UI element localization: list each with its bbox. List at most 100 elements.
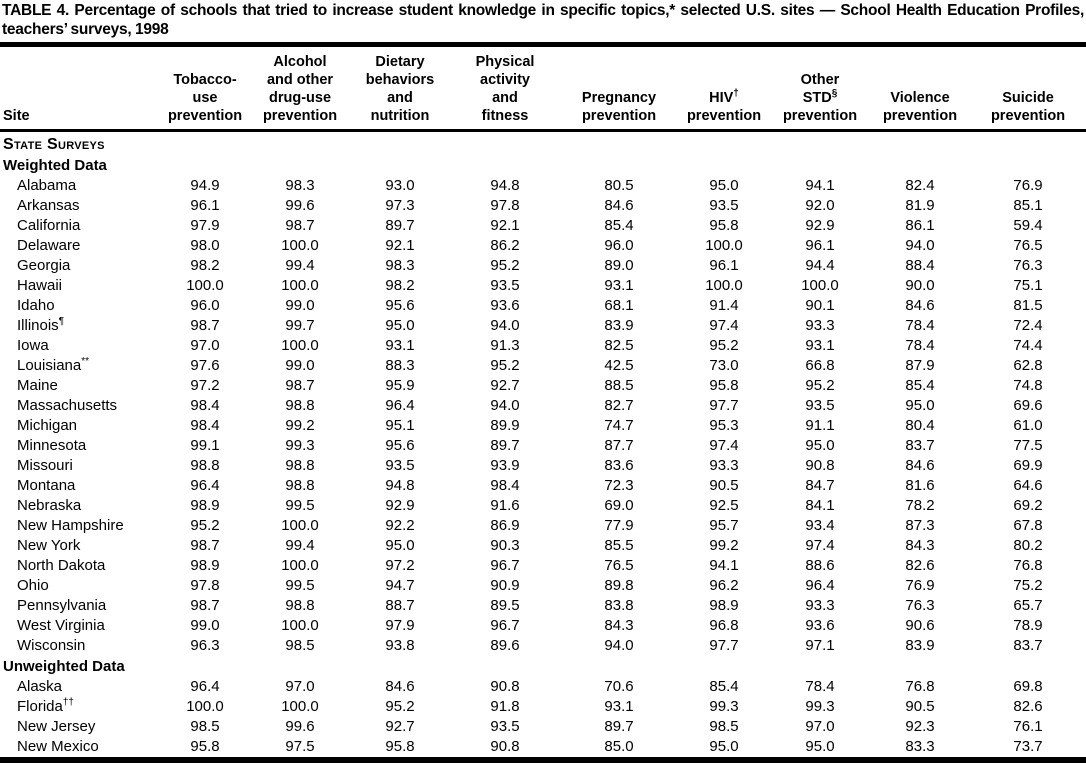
value-cell: 95.8	[385, 738, 415, 755]
value-cell: 97.8	[190, 577, 220, 594]
value-cell: 96.1	[805, 237, 835, 254]
site-cell: Montana	[17, 477, 76, 494]
value-cell: 90.9	[490, 577, 520, 594]
value-cell: 95.2	[490, 357, 520, 374]
value-cell: 99.0	[190, 617, 220, 634]
value-cell: 98.8	[285, 397, 315, 414]
value-cell: 76.5	[604, 557, 634, 574]
value-cell: 97.9	[385, 617, 415, 634]
value-cell: 93.4	[805, 517, 835, 534]
footnote-marker: ††	[62, 697, 74, 708]
value-cell: 96.4	[385, 397, 415, 414]
value-cell: 92.9	[385, 497, 415, 514]
value-cell: 75.1	[1013, 277, 1043, 294]
value-cell: 95.2	[385, 698, 415, 715]
value-cell: 92.3	[905, 718, 935, 735]
value-cell: 85.0	[604, 738, 634, 755]
value-cell: 67.8	[1013, 517, 1043, 534]
value-cell: 97.0	[285, 678, 315, 695]
value-cell: 91.6	[490, 497, 520, 514]
value-cell: 100.0	[281, 698, 319, 715]
value-cell: 76.1	[1013, 718, 1043, 735]
value-cell: 94.0	[490, 317, 520, 334]
site-cell: Massachusetts	[17, 397, 118, 414]
value-cell: 83.8	[604, 597, 634, 614]
site-cell: Delaware	[17, 237, 81, 254]
value-cell: 94.0	[905, 237, 935, 254]
value-cell: 72.4	[1013, 317, 1043, 334]
value-cell: 93.9	[490, 457, 520, 474]
value-cell: 92.2	[385, 517, 415, 534]
value-cell: 76.3	[1013, 257, 1043, 274]
value-cell: 91.8	[490, 698, 520, 715]
site-cell: North Dakota	[17, 557, 106, 574]
value-cell: 96.4	[190, 678, 220, 695]
value-cell: 90.6	[905, 617, 935, 634]
table-row: Alaska 96.4 97.0 84.6 90.8 70.6 85.4 78.4 76.8 69…	[0, 677, 1086, 697]
value-cell: 81.9	[905, 197, 935, 214]
table-row: Michigan 98.4 99.2 95.1 89.9 74.7 95.3 91.1 80.4…	[0, 416, 1086, 436]
value-cell: 98.2	[385, 277, 415, 294]
table-row: Delaware 98.0 100.0 92.1 86.2 96.0 100.0 96.1 94…	[0, 236, 1086, 256]
value-cell: 85.4	[604, 217, 634, 234]
value-cell: 87.7	[604, 437, 634, 454]
value-cell: 95.0	[385, 317, 415, 334]
value-cell: 93.1	[805, 337, 835, 354]
footnote-marker: §	[831, 88, 838, 100]
value-cell: 76.8	[1013, 557, 1043, 574]
value-cell: 69.8	[1013, 678, 1043, 695]
table-row: New Mexico 95.8 97.5 95.8 90.8 85.0 95.0 95.0 83…	[0, 737, 1086, 757]
subsection-row: Weighted Data	[0, 155, 1086, 176]
table-row: New Hampshire 95.2 100.0 92.2 86.9 77.9 95.7 93…	[0, 516, 1086, 536]
value-cell: 93.6	[805, 617, 835, 634]
value-cell: 94.0	[604, 637, 634, 654]
value-cell: 93.6	[490, 297, 520, 314]
value-cell: 94.0	[490, 397, 520, 414]
site-cell: New Jersey	[17, 718, 96, 735]
table-row: Missouri 98.8 98.8 93.5 93.9 83.6 93.3 90.8 84.6…	[0, 456, 1086, 476]
table-row: Wisconsin 96.3 98.5 93.8 89.6 94.0 97.7 97.1 83.…	[0, 636, 1086, 656]
value-cell: 74.8	[1013, 377, 1043, 394]
value-cell: 98.8	[190, 457, 220, 474]
value-cell: 95.8	[709, 217, 739, 234]
value-cell: 95.0	[709, 738, 739, 755]
value-cell: 74.4	[1013, 337, 1043, 354]
value-cell: 84.1	[805, 497, 835, 514]
value-cell: 89.7	[604, 718, 634, 735]
value-cell: 94.4	[805, 257, 835, 274]
value-cell: 95.0	[805, 437, 835, 454]
value-cell: 84.7	[805, 477, 835, 494]
value-cell: 97.0	[805, 718, 835, 735]
value-cell: 98.9	[709, 597, 739, 614]
value-cell: 64.6	[1013, 477, 1043, 494]
table-row: New Jersey 98.5 99.6 92.7 93.5 89.7 98.5 97.0 92…	[0, 717, 1086, 737]
site-cell: Alabama	[17, 177, 77, 194]
site-cell: Ohio	[17, 577, 49, 594]
value-cell: 69.0	[604, 497, 634, 514]
value-cell: 92.7	[385, 718, 415, 735]
value-cell: 86.2	[490, 237, 520, 254]
value-cell: 97.0	[190, 337, 220, 354]
value-cell: 90.1	[805, 297, 835, 314]
value-cell: 97.7	[709, 637, 739, 654]
value-cell: 95.3	[709, 417, 739, 434]
column-header-site: Site	[0, 47, 160, 132]
site-cell: West Virginia	[17, 617, 105, 634]
table-title: TABLE 4. Percentage of schools that trie…	[2, 2, 1084, 38]
value-cell: 98.4	[190, 417, 220, 434]
value-cell: 69.2	[1013, 497, 1043, 514]
column-header-tobacco: Tobacco-use prevention	[160, 47, 250, 132]
value-cell: 84.6	[905, 457, 935, 474]
value-cell: 80.5	[604, 177, 634, 194]
value-cell: 92.7	[490, 377, 520, 394]
value-cell: 98.4	[490, 477, 520, 494]
value-cell: 95.2	[190, 517, 220, 534]
site-cell: Missouri	[17, 457, 73, 474]
value-cell: 66.8	[805, 357, 835, 374]
value-cell: 91.3	[490, 337, 520, 354]
table-header: Site Tobacco-use prevention Alcohol and othe…	[0, 47, 1086, 132]
value-cell: 97.7	[709, 397, 739, 414]
value-cell: 98.7	[190, 317, 220, 334]
value-cell: 95.1	[385, 417, 415, 434]
